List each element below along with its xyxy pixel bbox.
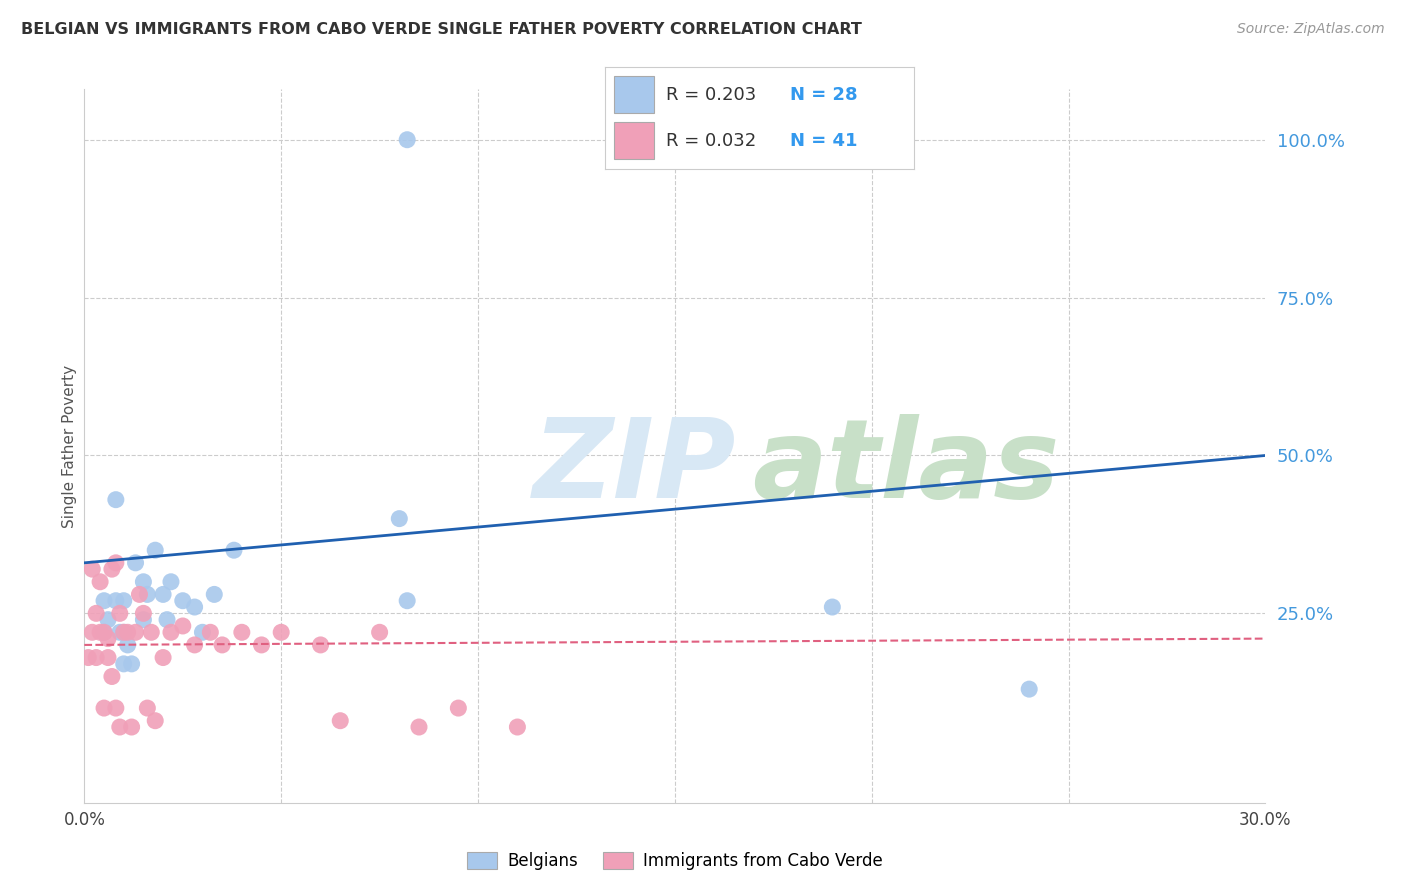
Point (200, 625, 222, 640)
Point (211, 638, 233, 652)
Point (108, 625, 131, 640)
Point (104, 492, 127, 507)
Point (112, 593, 135, 607)
Point (89, 574, 111, 589)
Text: N = 28: N = 28 (790, 86, 858, 103)
Point (104, 701, 127, 715)
Point (368, 625, 391, 640)
Point (112, 657, 135, 671)
Point (121, 657, 143, 671)
Point (108, 720, 131, 734)
Point (396, 593, 419, 607)
Point (250, 638, 273, 652)
Point (143, 714, 166, 728)
Point (388, 511, 411, 525)
Point (104, 593, 127, 607)
Point (132, 613, 155, 627)
Point (84, 650, 107, 665)
Bar (614, 76, 654, 113)
Point (93, 593, 115, 607)
Point (183, 600, 205, 615)
Point (172, 619, 194, 633)
Point (97, 613, 120, 627)
Text: Source: ZipAtlas.com: Source: ZipAtlas.com (1237, 22, 1385, 37)
Point (183, 638, 205, 652)
Point (112, 625, 135, 640)
Point (156, 613, 179, 627)
Point (124, 625, 146, 640)
Point (172, 593, 194, 607)
Point (222, 543, 245, 558)
Point (447, 701, 470, 715)
Point (143, 543, 166, 558)
Point (152, 650, 174, 665)
Point (408, 720, 430, 734)
Point (82, 562, 104, 576)
Point (309, 638, 332, 652)
Point (270, 625, 292, 640)
Point (93, 701, 115, 715)
Legend: Belgians, Immigrants from Cabo Verde: Belgians, Immigrants from Cabo Verde (460, 845, 890, 877)
Point (160, 625, 183, 640)
Point (191, 625, 214, 640)
Point (101, 669, 124, 683)
Point (97, 632, 120, 646)
Point (121, 720, 143, 734)
Point (396, 133, 419, 147)
Text: atlas: atlas (752, 414, 1059, 521)
Point (89, 625, 111, 640)
Point (108, 607, 131, 621)
Point (128, 587, 150, 601)
Y-axis label: Single Father Poverty: Single Father Poverty (62, 365, 77, 527)
Point (202, 587, 225, 601)
Point (97, 650, 120, 665)
Point (132, 607, 155, 621)
Text: BELGIAN VS IMMIGRANTS FROM CABO VERDE SINGLE FATHER POVERTY CORRELATION CHART: BELGIAN VS IMMIGRANTS FROM CABO VERDE SI… (21, 22, 862, 37)
Point (117, 638, 139, 652)
Point (329, 714, 352, 728)
Point (93, 625, 115, 640)
Point (124, 556, 146, 570)
Point (77, 650, 100, 665)
Point (104, 556, 127, 570)
Text: R = 0.203: R = 0.203 (666, 86, 756, 103)
Point (231, 625, 253, 640)
Point (117, 625, 139, 640)
Point (101, 562, 124, 576)
Bar (614, 122, 654, 159)
Text: R = 0.032: R = 0.032 (666, 132, 756, 150)
Point (160, 574, 183, 589)
Text: ZIP: ZIP (533, 414, 737, 521)
Point (152, 587, 174, 601)
Point (84, 607, 107, 621)
Point (506, 720, 529, 734)
Point (112, 625, 135, 640)
Point (136, 701, 159, 715)
Point (1018, 682, 1040, 697)
Point (93, 625, 115, 640)
Text: N = 41: N = 41 (790, 132, 858, 150)
Point (82, 625, 104, 640)
Point (136, 587, 159, 601)
Point (821, 600, 844, 615)
Point (141, 625, 163, 640)
Point (132, 574, 155, 589)
